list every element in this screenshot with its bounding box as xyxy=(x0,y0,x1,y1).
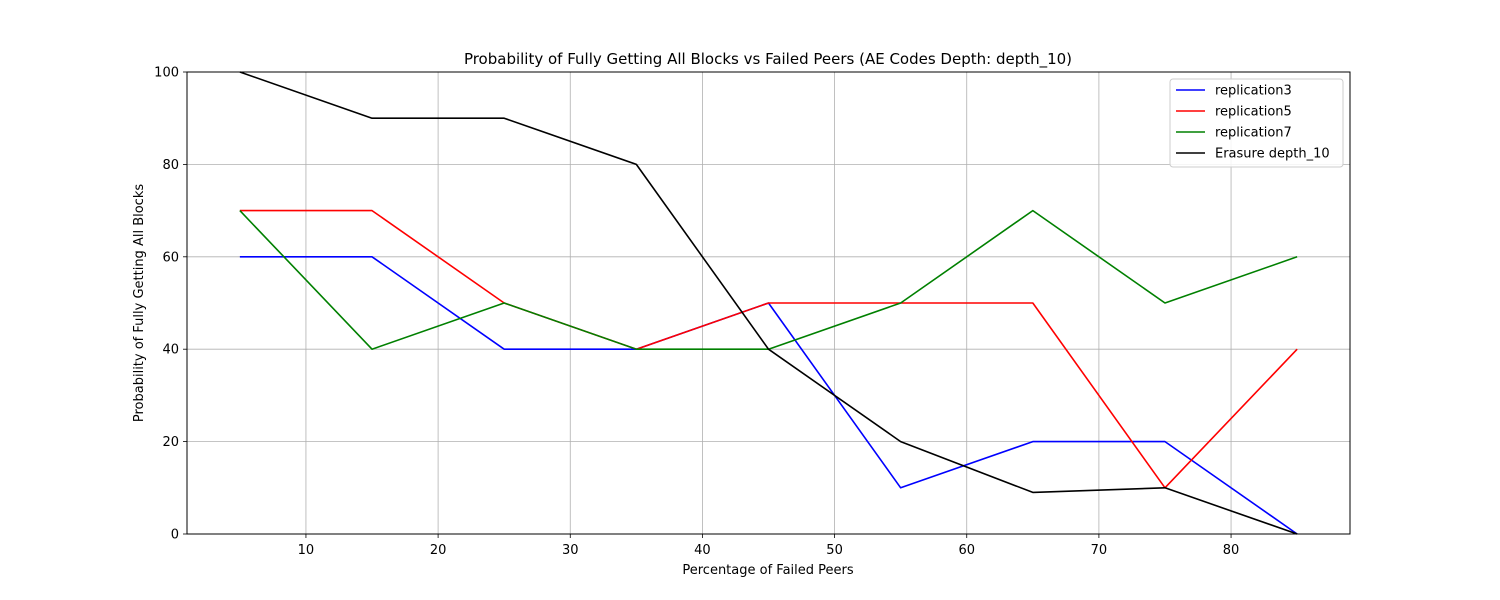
series-line-replication5 xyxy=(239,209,1298,489)
x-tick-label: 30 xyxy=(562,543,579,558)
chart-title: Probability of Fully Getting All Blocks … xyxy=(464,50,1072,69)
x-tick-label: 70 xyxy=(1091,543,1108,558)
y-tick-label: 100 xyxy=(154,66,179,81)
legend-label-replication7: replication7 xyxy=(1215,126,1292,141)
y-tick-label: 0 xyxy=(171,528,179,543)
legend-items: replication3 replication5 replication7 Eras… xyxy=(1176,84,1330,162)
series-line-replication7 xyxy=(239,209,1298,351)
x-tick-label: 80 xyxy=(1223,543,1240,558)
legend-label-replication5: replication5 xyxy=(1215,105,1292,120)
legend: replication3 replication5 replication7 Eras… xyxy=(1169,78,1344,168)
x-tick-label: 40 xyxy=(694,543,711,558)
plot-frame xyxy=(186,71,1351,535)
x-axis-label: Percentage of Failed Peers xyxy=(682,563,853,578)
axis-ticks: 10 20 30 40 50 60 70 80 0 20 40 60 80 100 xyxy=(154,66,1239,559)
x-tick-label: 50 xyxy=(826,543,843,558)
series-line-erasure-depth-10 xyxy=(239,71,1298,535)
y-tick-label: 20 xyxy=(162,435,179,450)
legend-label-replication3: replication3 xyxy=(1215,84,1292,99)
y-tick-label: 80 xyxy=(162,158,179,173)
x-tick-label: 60 xyxy=(958,543,975,558)
legend-label-erasure-depth-10: Erasure depth_10 xyxy=(1215,147,1330,162)
x-tick-label: 10 xyxy=(298,543,315,558)
series-lines xyxy=(239,71,1298,535)
y-tick-label: 60 xyxy=(162,250,179,265)
series-line-replication3 xyxy=(239,255,1298,535)
y-axis-label: Probability of Fully Getting All Blocks xyxy=(132,184,147,422)
legend-box xyxy=(1169,78,1344,168)
y-tick-label: 40 xyxy=(162,343,179,358)
x-tick-label: 20 xyxy=(430,543,447,558)
